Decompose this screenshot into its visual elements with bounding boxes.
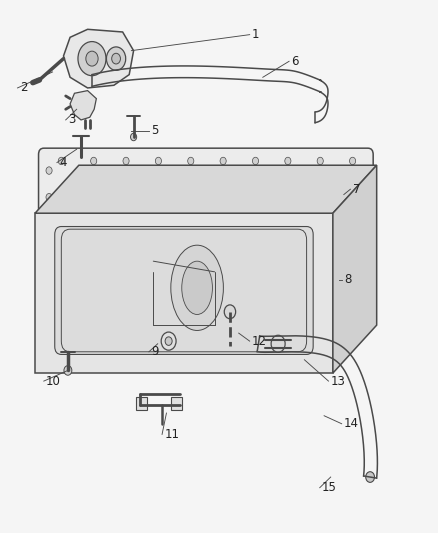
Text: 15: 15 — [322, 481, 337, 494]
Circle shape — [58, 203, 64, 211]
Circle shape — [360, 193, 366, 201]
Circle shape — [360, 167, 366, 174]
Circle shape — [317, 157, 323, 165]
Circle shape — [252, 157, 258, 165]
Text: 4: 4 — [59, 156, 67, 169]
Circle shape — [224, 305, 236, 319]
Polygon shape — [333, 165, 377, 373]
Text: 8: 8 — [344, 273, 351, 286]
Text: 3: 3 — [68, 114, 75, 126]
Circle shape — [78, 42, 106, 76]
Circle shape — [285, 157, 291, 165]
Circle shape — [350, 157, 356, 165]
Circle shape — [155, 157, 162, 165]
Ellipse shape — [182, 261, 212, 314]
Bar — [136, 397, 147, 410]
Circle shape — [58, 157, 64, 165]
Text: 1: 1 — [252, 28, 259, 41]
Circle shape — [64, 366, 72, 375]
Circle shape — [46, 167, 52, 174]
Text: 11: 11 — [164, 428, 179, 441]
Polygon shape — [70, 91, 96, 120]
Polygon shape — [35, 165, 377, 213]
Circle shape — [78, 154, 84, 161]
Circle shape — [112, 53, 120, 64]
Ellipse shape — [171, 245, 223, 330]
Text: 6: 6 — [291, 55, 299, 68]
Circle shape — [46, 193, 52, 201]
Text: 7: 7 — [353, 183, 360, 196]
Circle shape — [271, 335, 285, 352]
Circle shape — [188, 157, 194, 165]
Circle shape — [165, 337, 172, 345]
Circle shape — [91, 157, 97, 165]
Text: 2: 2 — [20, 82, 27, 94]
Circle shape — [123, 157, 129, 165]
Polygon shape — [64, 29, 134, 88]
Circle shape — [350, 203, 356, 211]
Text: 9: 9 — [151, 345, 159, 358]
Bar — [171, 397, 182, 410]
FancyBboxPatch shape — [55, 227, 313, 354]
Circle shape — [220, 157, 226, 165]
Text: 14: 14 — [344, 417, 359, 430]
Circle shape — [188, 203, 194, 211]
Circle shape — [155, 203, 162, 211]
Circle shape — [366, 472, 374, 482]
Circle shape — [285, 203, 291, 211]
Circle shape — [91, 203, 97, 211]
Circle shape — [123, 203, 129, 211]
Circle shape — [161, 332, 176, 350]
Circle shape — [131, 133, 137, 141]
Circle shape — [86, 51, 98, 66]
Text: 10: 10 — [46, 375, 61, 387]
Text: 13: 13 — [331, 375, 346, 387]
Circle shape — [106, 47, 126, 70]
Circle shape — [317, 203, 323, 211]
Text: 5: 5 — [151, 124, 159, 137]
Polygon shape — [35, 213, 333, 373]
Circle shape — [252, 203, 258, 211]
FancyBboxPatch shape — [39, 148, 373, 220]
Circle shape — [220, 203, 226, 211]
Text: 12: 12 — [252, 335, 267, 348]
